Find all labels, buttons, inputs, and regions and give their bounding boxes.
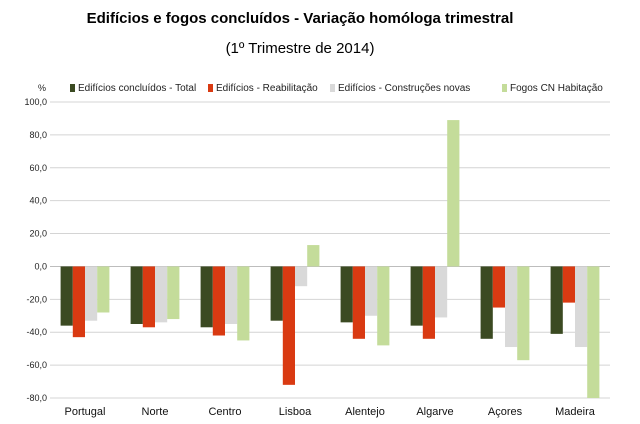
bar xyxy=(72,266,85,338)
bar xyxy=(340,266,353,323)
legend: Edifícios concluídos - Total Edifícios - … xyxy=(70,83,603,94)
category-label: Algarve xyxy=(416,406,453,418)
legend-label: Edifícios - Construções novas xyxy=(338,83,470,94)
bar xyxy=(365,266,378,316)
bars xyxy=(60,120,600,398)
bar xyxy=(142,266,155,328)
legend-swatch xyxy=(208,84,213,92)
chart-subtitle: (1º Trimestre de 2014) xyxy=(225,40,375,57)
bar xyxy=(422,266,435,339)
bar xyxy=(225,266,238,324)
bar xyxy=(377,266,390,346)
bar xyxy=(587,266,600,398)
bar xyxy=(155,266,168,323)
category-label: Lisboa xyxy=(279,406,312,418)
bar xyxy=(295,266,308,287)
category-label: Norte xyxy=(142,406,169,418)
bar xyxy=(492,266,505,308)
bar xyxy=(85,266,98,321)
legend-swatch xyxy=(502,84,507,92)
y-tick-label: 20,0 xyxy=(29,229,47,239)
bar xyxy=(517,266,530,361)
bar xyxy=(167,266,180,320)
legend-label: Fogos CN Habitação xyxy=(510,83,603,94)
bar xyxy=(505,266,518,348)
bar xyxy=(447,120,460,267)
legend-label: Edifícios - Reabilitação xyxy=(216,83,318,94)
bar xyxy=(97,266,110,313)
y-tick-label: -40,0 xyxy=(26,327,47,337)
y-tick-label: -20,0 xyxy=(26,294,47,304)
bar xyxy=(282,266,295,385)
y-tick-label: 80,0 xyxy=(29,130,47,140)
legend-swatch xyxy=(70,84,75,92)
category-label: Portugal xyxy=(65,406,106,418)
category-label: Madeira xyxy=(555,406,596,418)
y-tick-label: 100,0 xyxy=(24,97,47,107)
category-label: Centro xyxy=(208,406,241,418)
category-label: Açores xyxy=(488,406,523,418)
bar xyxy=(130,266,143,324)
x-axis-categories: Portugal Norte Centro Lisboa Alentejo Algarve… xyxy=(65,406,596,418)
bar xyxy=(212,266,225,336)
y-axis-label: % xyxy=(38,83,46,93)
bar xyxy=(237,266,250,341)
bar xyxy=(550,266,563,334)
bar xyxy=(200,266,213,328)
legend-swatch xyxy=(330,84,335,92)
y-tick-label: 60,0 xyxy=(29,163,47,173)
y-tick-label: 40,0 xyxy=(29,196,47,206)
category-label: Alentejo xyxy=(345,406,385,418)
bar xyxy=(575,266,588,348)
y-tick-label: 0,0 xyxy=(34,261,47,271)
bar xyxy=(480,266,493,339)
legend-label: Edifícios concluídos - Total xyxy=(78,83,196,94)
y-tick-label: -60,0 xyxy=(26,360,47,370)
bar xyxy=(562,266,575,303)
bar xyxy=(60,266,73,326)
y-axis-ticks: 100,0 80,0 60,0 40,0 20,0 0,0 -20,0 -40,0 -60,0 -… xyxy=(24,97,47,403)
chart-title: Edifícios e fogos concluídos - Variação … xyxy=(86,10,514,27)
bar xyxy=(352,266,365,339)
y-tick-label: -80,0 xyxy=(26,393,47,403)
bar xyxy=(307,245,320,267)
bar xyxy=(270,266,283,321)
bar xyxy=(410,266,423,326)
bar xyxy=(435,266,448,318)
